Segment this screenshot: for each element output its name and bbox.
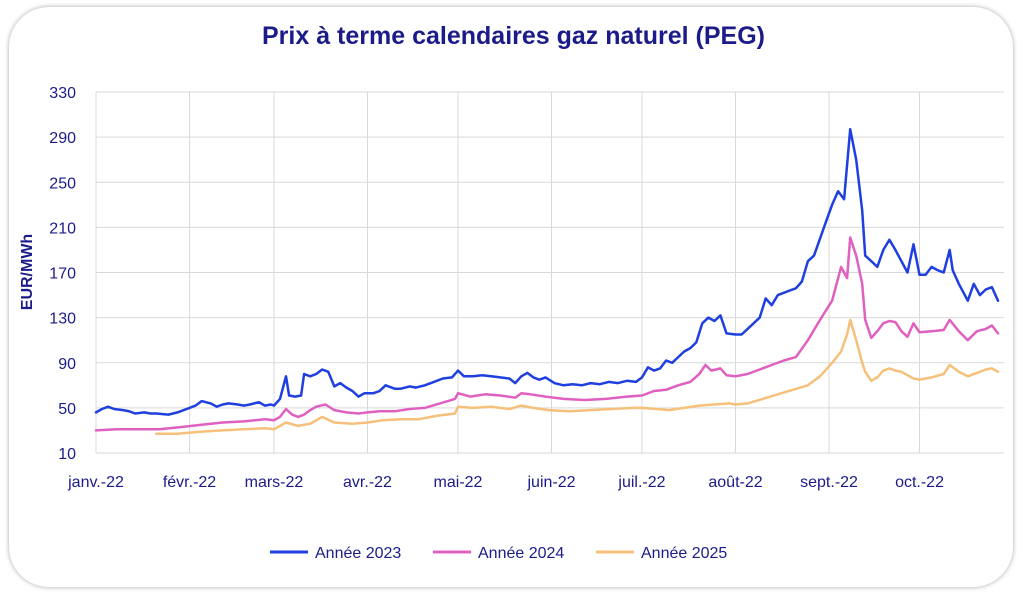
legend-entry: Année 2025: [641, 545, 727, 562]
y-axis-label: EUR/MWh: [19, 234, 36, 310]
series-line-annee-2025: [155, 318, 1000, 436]
chart-title: Prix à terme calendaires gaz naturel (PE…: [262, 22, 765, 50]
x-tick-label: mai-22: [434, 474, 483, 491]
x-tick-labels: janv.-22 févr.-22 mars-22 avr.-22 mai-22 juin…: [67, 474, 944, 491]
x-tick-label: août-22: [708, 474, 762, 491]
y-tick-label: 250: [49, 175, 76, 192]
legend-entry: Année 2024: [478, 545, 564, 562]
x-tick-label: juil.-22: [617, 474, 665, 491]
y-tick-label: 130: [49, 311, 76, 328]
x-tick-label: juin-22: [526, 474, 575, 491]
x-tick-label: oct.-22: [895, 474, 944, 491]
legend-entry: Année 2023: [315, 545, 401, 562]
y-tick-labels: 10 50 90 130 170 210 250 290 330: [49, 85, 76, 463]
chart-frame: [9, 7, 1013, 587]
legend: Année 2023 Année 2024 Année 2025: [270, 545, 727, 562]
x-tick-label: mars-22: [245, 474, 304, 491]
y-tick-label: 290: [49, 130, 76, 147]
series-line-annee-2024: [94, 236, 1000, 432]
y-tick-label: 50: [58, 401, 76, 418]
x-tick-label: sept.-22: [800, 474, 858, 491]
y-tick-label: 90: [58, 356, 76, 373]
y-tick-label: 170: [49, 266, 76, 283]
x-tick-label: févr.-22: [163, 474, 216, 491]
series-line-annee-2023: [94, 127, 1000, 416]
y-tick-label: 210: [49, 220, 76, 237]
x-tick-label: janv.-22: [67, 474, 124, 491]
x-tick-label: avr.-22: [343, 474, 392, 491]
series-lines: [94, 127, 1000, 436]
gridlines: [95, 91, 1004, 454]
y-tick-label: 330: [49, 85, 76, 102]
y-tick-label: 10: [58, 446, 76, 463]
